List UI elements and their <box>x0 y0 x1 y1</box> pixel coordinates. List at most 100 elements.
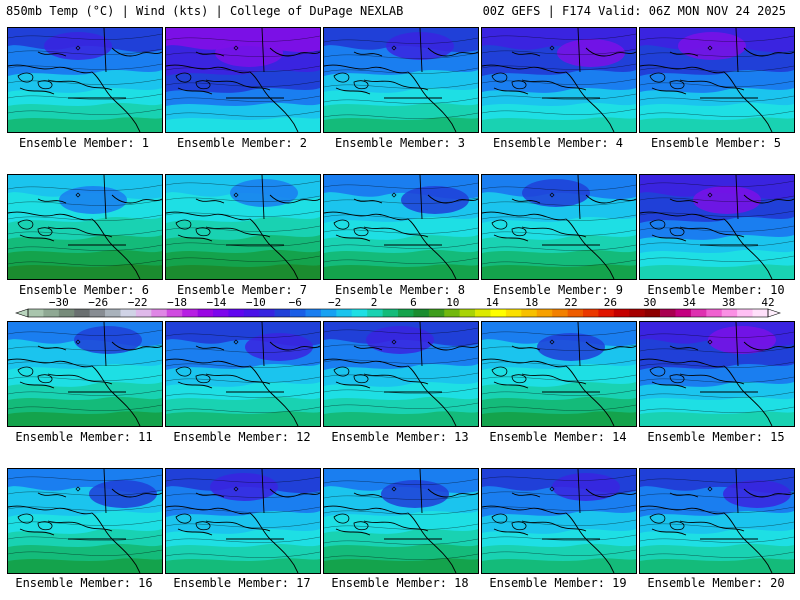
colorbar-swatch <box>28 309 44 317</box>
temperature-field <box>166 322 320 426</box>
colorbar-swatch <box>166 309 183 317</box>
colorbar-tick-label: 38 <box>722 296 735 309</box>
colorbar-swatch <box>475 309 491 317</box>
ensemble-member-map <box>323 27 479 133</box>
colorbar-swatch <box>382 309 399 317</box>
colorbar-swatch <box>320 309 337 317</box>
colorbar-swatch <box>444 309 460 317</box>
ensemble-member-label: Ensemble Member: 16 <box>15 576 153 590</box>
colorbar-swatch <box>660 309 676 317</box>
temperature-field <box>8 28 162 132</box>
temperature-field <box>324 28 478 132</box>
colorbar-tick-label: 22 <box>564 296 577 309</box>
colorbar-swatch <box>182 309 198 317</box>
colorbar-swatch <box>58 309 75 317</box>
colorbar-tick-label: −6 <box>289 296 302 309</box>
colorbar-swatch <box>89 309 106 317</box>
ensemble-member-label: Ensemble Member: 5 <box>650 136 782 150</box>
colorbar-swatch <box>259 309 275 317</box>
colorbar-tick-label: −30 <box>49 296 69 309</box>
ensemble-member-label: Ensemble Member: 18 <box>331 576 469 590</box>
ensemble-member-map <box>323 174 479 280</box>
temperature-field <box>482 175 636 279</box>
colorbar-tick-label: 18 <box>525 296 538 309</box>
colorbar-swatch <box>706 309 723 317</box>
ensemble-member-map <box>165 174 321 280</box>
colorbar-swatch <box>598 309 615 317</box>
temperature-field <box>166 175 320 279</box>
model-valid-time: 00Z GEFS | F174 Valid: 06Z MON NOV 24 20… <box>482 4 786 18</box>
colorbar-right-arrow <box>767 308 781 318</box>
colorbar-tick-label: 42 <box>761 296 774 309</box>
colorbar-tick-label: 2 <box>371 296 378 309</box>
colorbar-tick-label: 26 <box>604 296 617 309</box>
colorbar-swatch <box>644 309 661 317</box>
colorbar-swatch <box>243 309 260 317</box>
temperature-field <box>640 28 794 132</box>
ensemble-member-map <box>7 27 163 133</box>
colorbar-swatch <box>505 309 522 317</box>
ensemble-member-map <box>481 174 637 280</box>
colorbar-tick-label: 34 <box>683 296 697 309</box>
colorbar-swatch <box>690 309 707 317</box>
colorbar-tick-label: 10 <box>446 296 459 309</box>
temperature-field <box>8 469 162 573</box>
colorbar-swatch <box>629 309 645 317</box>
ensemble-member-map <box>639 468 795 574</box>
ensemble-member-map <box>323 468 479 574</box>
temperature-field <box>324 175 478 279</box>
colorbar-swatch <box>737 309 753 317</box>
colorbar-swatch <box>151 309 168 317</box>
colorbar-swatch <box>752 309 769 317</box>
colorbar-tick-label: −18 <box>167 296 187 309</box>
temperature-field <box>324 469 478 573</box>
colorbar-swatch <box>583 309 599 317</box>
temperature-field <box>640 322 794 426</box>
ensemble-member-label: Ensemble Member: 8 <box>334 283 466 297</box>
colorbar-swatch <box>135 309 152 317</box>
temperature-field <box>640 175 794 279</box>
colorbar-swatch <box>521 309 538 317</box>
colorbar-swatch <box>398 309 414 317</box>
ensemble-member-map <box>639 321 795 427</box>
colorbar-swatch <box>567 309 584 317</box>
colorbar-swatch <box>43 309 60 317</box>
colorbar-swatch <box>490 309 507 317</box>
colorbar-swatch <box>367 309 383 317</box>
ensemble-member-map <box>639 27 795 133</box>
ensemble-member-label: Ensemble Member: 19 <box>489 576 627 590</box>
colorbar-swatch <box>613 309 630 317</box>
colorbar-swatch <box>536 309 553 317</box>
ensemble-member-map <box>165 468 321 574</box>
colorbar-swatch <box>105 309 121 317</box>
colorbar-graphic: −30 −26 −22 −18 −14 −10 −6 −2 2 6 10 14 18 22 26 30 34 38… <box>15 296 781 318</box>
colorbar-swatch <box>120 309 137 317</box>
ensemble-member-map <box>481 321 637 427</box>
colorbar-swatch <box>351 309 368 317</box>
temperature-field <box>640 469 794 573</box>
colorbar-tick-label: −2 <box>328 296 341 309</box>
ensemble-member-label: Ensemble Member: 17 <box>173 576 311 590</box>
ensemble-member-label: Ensemble Member: 12 <box>173 430 311 444</box>
colorbar-swatch <box>305 309 322 317</box>
colorbar-swatch <box>74 309 90 317</box>
colorbar-swatch <box>197 309 214 317</box>
colorbar-swatch <box>290 309 306 317</box>
ensemble-member-label: Ensemble Member: 3 <box>334 136 466 150</box>
colorbar-swatch <box>552 309 568 317</box>
temperature-field <box>8 322 162 426</box>
ensemble-member-map <box>481 27 637 133</box>
ensemble-member-label: Ensemble Member: 10 <box>647 283 785 297</box>
ensemble-member-label: Ensemble Member: 6 <box>18 283 150 297</box>
colorbar-left-arrow <box>15 308 29 318</box>
colorbar-swatch <box>228 309 245 317</box>
colorbar-swatch <box>336 309 353 317</box>
temperature-field <box>482 322 636 426</box>
ensemble-member-label: Ensemble Member: 7 <box>176 283 308 297</box>
colorbar-swatch <box>274 309 291 317</box>
ensemble-member-label: Ensemble Member: 2 <box>176 136 308 150</box>
colorbar-tick-label: −10 <box>246 296 266 309</box>
colorbar-swatch <box>675 309 692 317</box>
ensemble-member-map <box>165 27 321 133</box>
colorbar-tick-label: −14 <box>206 296 226 309</box>
